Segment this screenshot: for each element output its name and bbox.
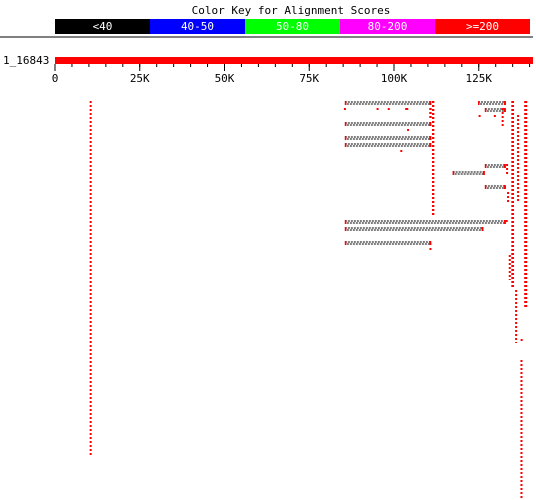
hit-dashed	[344, 136, 432, 140]
hit-dashed	[484, 185, 506, 189]
hit-dashed	[344, 101, 432, 105]
axis-tick-label: 25K	[130, 72, 150, 85]
hit-dashed	[478, 101, 506, 105]
color-key-swatch	[55, 19, 150, 34]
color-key-swatch	[245, 19, 340, 34]
color-key-label: >=200	[466, 20, 499, 33]
color-key-swatch	[435, 19, 530, 34]
hit-dashed	[344, 241, 432, 245]
hit-dashed	[344, 220, 506, 224]
axis-tick-label: 0	[52, 72, 59, 85]
query-bar	[55, 57, 533, 64]
axis-tick-label: 125K	[466, 72, 493, 85]
hit-dashed	[344, 143, 432, 147]
hit-dashed	[452, 171, 485, 175]
color-key: <40 40-50 50-80 80-200 >=200	[55, 19, 530, 34]
x-axis: 0 25K 50K 75K 100K 125K	[52, 64, 531, 85]
color-key-label: 80-200	[368, 20, 408, 33]
color-key-label: <40	[93, 20, 113, 33]
color-key-swatch	[150, 19, 245, 34]
hit-dashed	[344, 227, 484, 231]
axis-tick-label: 75K	[299, 72, 319, 85]
hit-dashed	[344, 122, 432, 126]
color-key-swatch	[340, 19, 435, 34]
hit-dashed	[484, 164, 506, 168]
color-key-label: 40-50	[181, 20, 214, 33]
hits-area	[89, 101, 528, 500]
query-label: 1_16843	[3, 54, 49, 67]
axis-tick-label: 50K	[215, 72, 235, 85]
color-key-label: 50-80	[276, 20, 309, 33]
axis-tick-label: 100K	[381, 72, 408, 85]
color-key-title: Color Key for Alignment Scores	[192, 4, 391, 17]
hit-dashed	[484, 108, 506, 112]
